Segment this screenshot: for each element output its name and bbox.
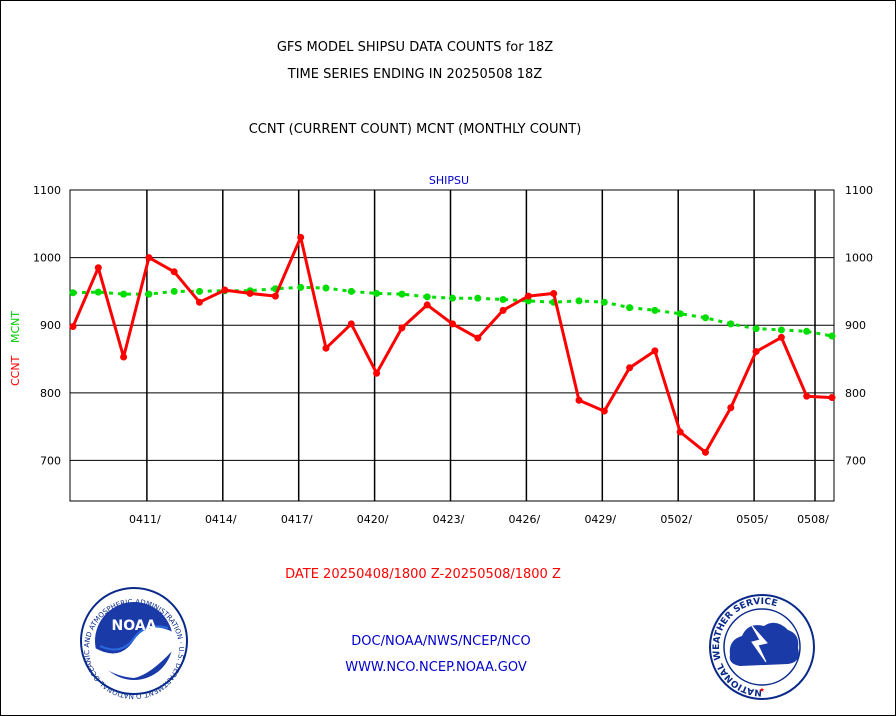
data-point-ccnt bbox=[246, 289, 254, 297]
data-point-ccnt bbox=[524, 292, 532, 300]
data-point-ccnt bbox=[69, 323, 77, 331]
page-title-line2: TIME SERIES ENDING IN 20250508 18Z bbox=[287, 67, 543, 82]
data-point-mcnt bbox=[828, 332, 836, 340]
data-point-ccnt bbox=[828, 394, 836, 402]
data-point-mcnt bbox=[145, 290, 153, 298]
y-tick-label-right: 700 bbox=[845, 454, 866, 467]
x-tick-labels: 0411/0414/0417/0420/0423/0426/0429/0502/… bbox=[129, 513, 829, 526]
data-point-ccnt bbox=[373, 369, 381, 377]
y-tick-label-left: 800 bbox=[40, 387, 61, 400]
data-point-ccnt bbox=[449, 320, 456, 328]
x-tick-label: 0426/ bbox=[509, 513, 541, 526]
svg-text:★: ★ bbox=[759, 685, 765, 695]
data-point-mcnt bbox=[702, 314, 709, 322]
y-tick-label-left: 700 bbox=[40, 454, 61, 467]
x-tick-label: 0502/ bbox=[660, 513, 692, 526]
data-point-ccnt bbox=[145, 254, 153, 262]
data-point-mcnt bbox=[297, 283, 305, 291]
y-tick-label-right: 900 bbox=[845, 319, 866, 332]
x-tick-label: 0411/ bbox=[129, 513, 161, 526]
y-tick-label-right: 800 bbox=[845, 387, 866, 400]
data-point-ccnt bbox=[196, 298, 203, 306]
y-tick-labels: 700 700 800 800 900 900 1000 1000 1100 1100 bbox=[33, 184, 873, 467]
data-point-mcnt bbox=[398, 290, 406, 298]
data-point-mcnt bbox=[373, 289, 381, 297]
data-point-mcnt bbox=[499, 296, 507, 304]
data-point-ccnt bbox=[550, 289, 558, 297]
y-tick-label-left: 1100 bbox=[33, 184, 61, 197]
y-tick-label-right: 1100 bbox=[845, 184, 873, 197]
data-point-mcnt bbox=[676, 310, 684, 318]
data-point-ccnt bbox=[752, 348, 760, 356]
data-point-mcnt bbox=[322, 284, 330, 292]
data-point-ccnt bbox=[702, 448, 709, 456]
data-point-mcnt bbox=[94, 288, 102, 296]
x-tick-label: 0429/ bbox=[584, 513, 616, 526]
data-point-ccnt bbox=[322, 344, 330, 352]
page-subtitle: CCNT (CURRENT COUNT) MCNT (MONTHLY COUNT… bbox=[249, 122, 582, 137]
data-point-mcnt bbox=[626, 304, 634, 312]
data-point-ccnt bbox=[575, 396, 583, 404]
data-point-ccnt bbox=[120, 353, 128, 361]
data-point-mcnt bbox=[600, 298, 608, 306]
data-point-mcnt bbox=[196, 287, 203, 295]
series-layer bbox=[69, 233, 836, 456]
data-point-ccnt bbox=[271, 292, 279, 300]
y-tick-label-left: 900 bbox=[40, 319, 61, 332]
data-point-mcnt bbox=[69, 289, 77, 297]
data-point-mcnt bbox=[777, 326, 785, 334]
data-point-mcnt bbox=[423, 293, 431, 301]
plot-title: SHIPSU bbox=[429, 174, 469, 187]
data-point-mcnt bbox=[752, 325, 760, 333]
data-point-ccnt bbox=[777, 333, 785, 341]
data-point-ccnt bbox=[94, 264, 102, 272]
data-point-ccnt bbox=[474, 334, 482, 342]
x-tick-label: 0423/ bbox=[433, 513, 465, 526]
data-point-ccnt bbox=[727, 404, 735, 412]
y-axis-title-mcnt: MCNT bbox=[9, 311, 22, 343]
website-link[interactable]: WWW.NCO.NCEP.NOAA.GOV bbox=[345, 660, 527, 675]
series-line-ccnt bbox=[71, 235, 833, 454]
data-point-mcnt bbox=[474, 294, 482, 302]
x-tick-label: 0414/ bbox=[205, 513, 237, 526]
data-point-ccnt bbox=[651, 347, 659, 355]
data-point-ccnt bbox=[423, 301, 431, 309]
nws-logo: NATIONAL WEATHER SERVICE ★ bbox=[709, 594, 815, 700]
x-tick-label: 0417/ bbox=[281, 513, 313, 526]
data-point-ccnt bbox=[170, 268, 178, 276]
data-point-ccnt bbox=[347, 320, 355, 328]
noaa-wordmark: NOAA bbox=[112, 618, 157, 634]
date-range-label: DATE 20250408/1800 Z-20250508/1800 Z bbox=[285, 567, 561, 582]
data-point-ccnt bbox=[297, 233, 305, 241]
x-tick-label: 0508/ bbox=[797, 513, 829, 526]
data-point-mcnt bbox=[120, 290, 128, 298]
data-point-ccnt bbox=[676, 428, 684, 436]
data-point-mcnt bbox=[803, 327, 811, 335]
data-point-ccnt bbox=[626, 364, 634, 372]
data-point-ccnt bbox=[803, 392, 811, 400]
x-tick-label: 0420/ bbox=[357, 513, 389, 526]
grid-layer bbox=[70, 189, 834, 501]
data-point-ccnt bbox=[600, 407, 608, 415]
org-path-label: DOC/NOAA/NWS/NCEP/NCO bbox=[351, 634, 530, 649]
y-axis-title-ccnt: CCNT bbox=[9, 355, 22, 386]
data-point-mcnt bbox=[727, 320, 735, 328]
data-point-mcnt bbox=[575, 297, 583, 305]
page-title-line1: GFS MODEL SHIPSU DATA COUNTS for 18Z bbox=[277, 40, 553, 55]
data-point-mcnt bbox=[449, 294, 456, 302]
x-tick-label: 0505/ bbox=[736, 513, 768, 526]
plot-border bbox=[69, 189, 835, 502]
data-point-ccnt bbox=[398, 324, 406, 332]
y-tick-label-left: 1000 bbox=[33, 252, 61, 265]
data-point-ccnt bbox=[221, 286, 229, 294]
data-point-mcnt bbox=[347, 287, 355, 295]
y-tick-label-right: 1000 bbox=[845, 252, 873, 265]
data-point-mcnt bbox=[170, 287, 178, 295]
data-point-mcnt bbox=[651, 306, 659, 314]
noaa-logo: NATIONAL OCEANIC AND ATMOSPHERIC ADMINIS… bbox=[0, 0, 188, 700]
data-point-ccnt bbox=[499, 306, 507, 314]
